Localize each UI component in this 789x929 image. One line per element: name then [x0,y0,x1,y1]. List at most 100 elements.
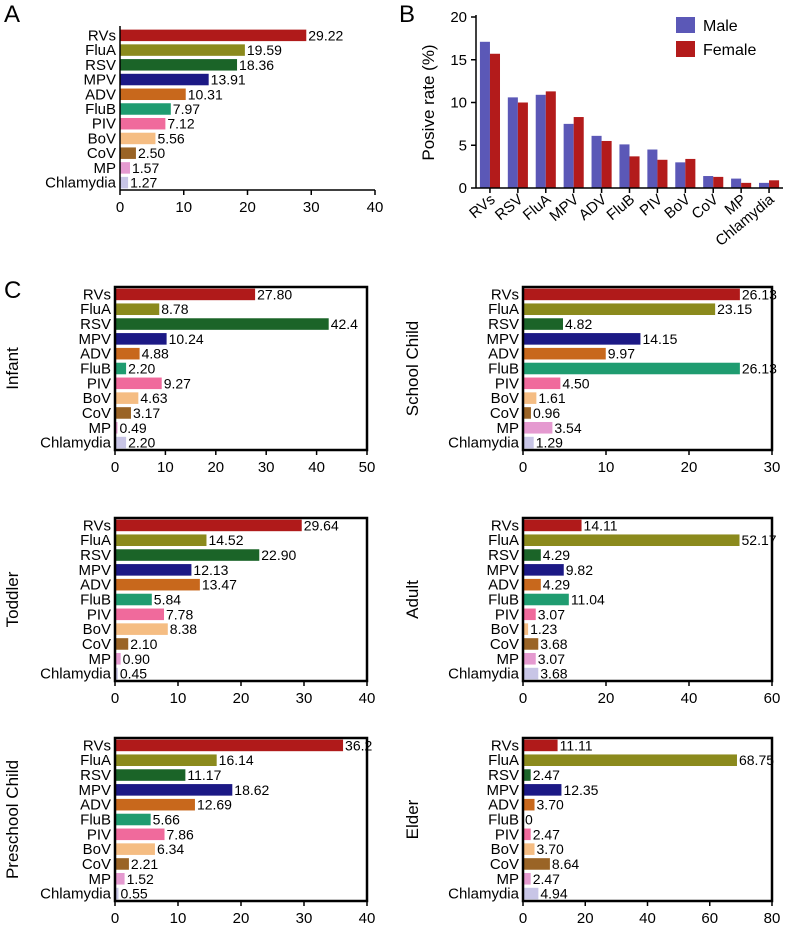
bar-mpv [120,73,209,86]
category-label-mp: MP [497,420,520,437]
category-label-rvs: RVs [466,191,498,222]
panel-title-toddler: Toddler [3,571,22,627]
value-label-rsv: 2.47 [533,767,560,783]
y-tick-label: 10 [450,95,467,112]
bar-male-rvs [479,41,490,188]
panel-title-adult: Adult [403,580,422,619]
x-tick-label: 0 [111,459,119,476]
value-label-rsv: 42.4 [331,316,358,332]
bar-piv [115,608,165,621]
bar-cov [523,407,531,419]
value-label-flua: 8.78 [161,301,188,317]
bar-mpv [523,333,641,345]
bar-chlamydia [115,887,119,900]
category-label-flub: FluB [80,812,111,829]
bar-flua [115,303,160,316]
category-label-flub: FluB [604,191,639,224]
value-label-rsv: 22.90 [261,547,296,563]
category-label-mpv: MPV [546,191,582,225]
category-label-mp: MP [89,651,112,668]
value-label-mp: 0.90 [123,651,150,667]
category-label-piv: PIV [495,826,519,843]
category-label-mpv: MPV [486,331,519,348]
bar-flua [523,534,740,547]
category-label-piv: PIV [87,606,111,623]
bar-female-adv [601,140,612,188]
x-tick-label: 0 [519,690,527,707]
bar-cov [523,638,539,650]
bar-female-mpv [573,117,584,188]
value-label-adv: 13.47 [202,577,237,593]
bar-piv [523,377,561,390]
bar-mpv [523,784,562,796]
bar-female-mp [741,182,752,188]
bar-male-flub [619,144,630,188]
bar-male-rsv [507,97,518,188]
bar-rsv [523,318,564,330]
category-label-flub: FluB [488,361,519,378]
bar-flub [115,813,151,826]
value-label-cov: 8.64 [552,856,579,872]
bar-flua [523,754,737,767]
category-label-mpv: MPV [78,562,111,579]
value-label-mp: 1.57 [132,160,159,176]
category-label-bov: BoV [83,390,111,407]
value-label-mp: 1.52 [127,871,154,887]
bar-male-mpv [563,123,574,188]
category-label-mp: MP [89,420,112,437]
x-tick-label: 60 [701,910,718,927]
bar-adv [115,798,195,811]
x-tick-label: 10 [598,459,615,476]
x-tick-label: 20 [577,910,594,927]
x-tick-label: 20 [233,690,250,707]
value-label-adv: 4.29 [543,577,570,593]
value-label-chlamydia: 3.68 [540,666,567,682]
bar-chlamydia [115,667,118,680]
panel-title-preschool-child: Preschool Child [3,760,22,879]
legend-swatch-male [676,17,695,33]
value-label-adv: 10.31 [188,86,223,102]
value-label-flua: 16.14 [219,752,254,768]
value-label-flua: 68.75 [739,752,774,768]
category-label-piv: PIV [87,826,111,843]
category-label-flua: FluA [488,532,519,549]
category-label-mp: MP [497,651,520,668]
bar-chlamydia [523,436,534,449]
bar-mpv [115,564,192,576]
bar-bov [115,392,139,404]
category-label-piv: PIV [495,375,519,392]
category-label-adv: ADV [488,577,519,594]
category-label-adv: ADV [488,797,519,814]
category-label-adv: ADV [80,577,111,594]
category-label-mpv: MPV [78,782,111,799]
value-label-bov: 1.61 [538,390,565,406]
category-label-rvs: RVs [83,737,111,754]
x-tick-label: 80 [764,910,781,927]
value-label-mp: 3.54 [554,420,581,436]
bar-piv [120,117,166,130]
category-label-bov: BoV [491,390,519,407]
category-label-rsv: RSV [488,316,519,333]
category-label-cov: CoV [87,145,116,162]
chart-school-child: RVs 26.13 FluA 23.15 RSV 4.82 MPV 14.15 ADV 9.97 F… [403,285,780,476]
chart-panel-a: RVs 29.22 FluA 19.59 RSV 18.36 MPV 13.91 ADV 10.3… [45,26,383,216]
category-label-chlamydia: Chlamydia [448,886,520,903]
panel-title-school-child: School Child [403,321,422,416]
category-label-rsv: RSV [80,767,111,784]
value-label-piv: 4.50 [562,375,589,391]
x-tick-label: 20 [207,459,224,476]
x-tick-label: 20 [598,690,615,707]
bar-mpv [115,333,167,345]
value-label-flua: 52.17 [742,532,777,548]
value-label-bov: 4.63 [140,390,167,406]
category-label-cov: CoV [82,636,111,653]
bar-rsv [523,549,541,561]
bar-male-adv [591,135,602,188]
bar-bov [523,843,535,855]
category-label-rsv: RSV [492,191,527,224]
bar-bov [115,843,155,855]
value-label-adv: 9.97 [608,346,635,362]
category-label-cov: CoV [490,405,519,422]
category-label-flua: FluA [488,301,519,318]
category-label-rsv: RSV [488,547,519,564]
